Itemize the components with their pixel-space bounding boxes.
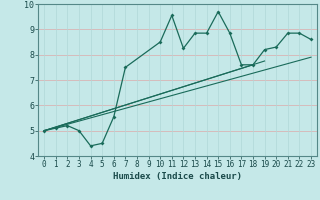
X-axis label: Humidex (Indice chaleur): Humidex (Indice chaleur) xyxy=(113,172,242,181)
